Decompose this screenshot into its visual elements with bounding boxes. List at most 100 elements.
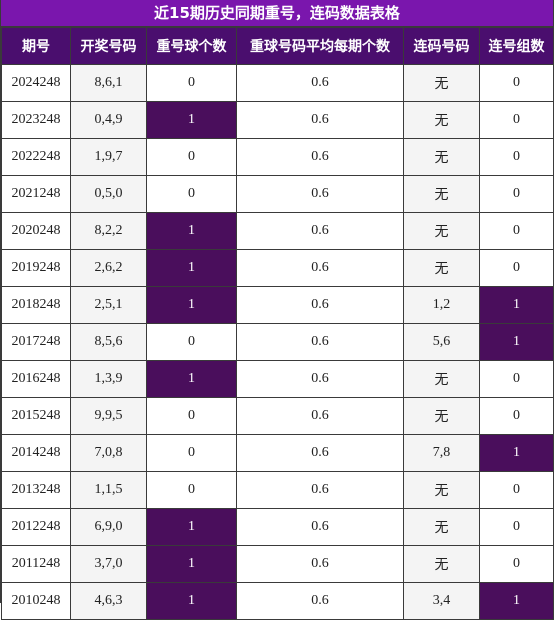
avg-repeat-cell: 0.6 xyxy=(236,286,404,324)
numbers-cell: 8,5,6 xyxy=(70,323,147,361)
period-cell: 2022248 xyxy=(1,138,71,176)
consecutive-groups-cell: 0 xyxy=(479,175,554,213)
consecutive-groups-cell: 0 xyxy=(479,64,554,102)
consecutive-groups-cell: 1 xyxy=(479,323,554,361)
avg-repeat-cell: 0.6 xyxy=(236,138,404,176)
table-row: 2021248 0,5,0 0 0.6 无 0 xyxy=(1,175,554,213)
repeat-count-cell: 1 xyxy=(146,212,237,250)
consecutive-cell: 无 xyxy=(403,101,480,139)
table-row: 2012248 6,9,0 1 0.6 无 0 xyxy=(1,508,554,546)
period-cell: 2020248 xyxy=(1,212,71,250)
table-row: 2022248 1,9,7 0 0.6 无 0 xyxy=(1,138,554,176)
repeat-count-cell: 0 xyxy=(146,397,237,435)
numbers-cell: 7,0,8 xyxy=(70,434,147,472)
avg-repeat-cell: 0.6 xyxy=(236,249,404,287)
period-cell: 2013248 xyxy=(1,471,71,509)
table-title: 近15期历史同期重号，连码数据表格 xyxy=(1,0,553,27)
consecutive-groups-cell: 0 xyxy=(479,101,554,139)
header-avg-repeat: 重球号码平均每期个数 xyxy=(236,27,404,65)
avg-repeat-cell: 0.6 xyxy=(236,175,404,213)
consecutive-cell: 无 xyxy=(403,545,480,583)
consecutive-cell: 无 xyxy=(403,138,480,176)
table-row: 2020248 8,2,2 1 0.6 无 0 xyxy=(1,212,554,250)
consecutive-cell: 无 xyxy=(403,249,480,287)
numbers-cell: 0,4,9 xyxy=(70,101,147,139)
period-cell: 2024248 xyxy=(1,64,71,102)
numbers-cell: 1,3,9 xyxy=(70,360,147,398)
table-row: 2018248 2,5,1 1 0.6 1,2 1 xyxy=(1,286,554,324)
numbers-cell: 4,6,3 xyxy=(70,582,147,620)
period-cell: 2017248 xyxy=(1,323,71,361)
period-cell: 2019248 xyxy=(1,249,71,287)
avg-repeat-cell: 0.6 xyxy=(236,545,404,583)
period-cell: 2023248 xyxy=(1,101,71,139)
consecutive-cell: 5,6 xyxy=(403,323,480,361)
table-body: 2024248 8,6,1 0 0.6 无 0 2023248 0,4,9 1 0.6 无 0 2022… xyxy=(1,64,554,620)
numbers-cell: 8,2,2 xyxy=(70,212,147,250)
consecutive-groups-cell: 0 xyxy=(479,545,554,583)
numbers-cell: 1,1,5 xyxy=(70,471,147,509)
numbers-cell: 9,9,5 xyxy=(70,397,147,435)
period-cell: 2016248 xyxy=(1,360,71,398)
repeat-count-cell: 0 xyxy=(146,175,237,213)
consecutive-cell: 无 xyxy=(403,175,480,213)
avg-repeat-cell: 0.6 xyxy=(236,101,404,139)
consecutive-cell: 无 xyxy=(403,64,480,102)
period-cell: 2011248 xyxy=(1,545,71,583)
numbers-cell: 0,5,0 xyxy=(70,175,147,213)
consecutive-groups-cell: 1 xyxy=(479,286,554,324)
period-cell: 2012248 xyxy=(1,508,71,546)
avg-repeat-cell: 0.6 xyxy=(236,434,404,472)
table-row: 2016248 1,3,9 1 0.6 无 0 xyxy=(1,360,554,398)
table-row: 2011248 3,7,0 1 0.6 无 0 xyxy=(1,545,554,583)
header-row: 期号 开奖号码 重号球个数 重球号码平均每期个数 连码号码 连号组数 xyxy=(1,27,554,65)
consecutive-groups-cell: 0 xyxy=(479,508,554,546)
table-row: 2013248 1,1,5 0 0.6 无 0 xyxy=(1,471,554,509)
numbers-cell: 2,5,1 xyxy=(70,286,147,324)
table-row: 2024248 8,6,1 0 0.6 无 0 xyxy=(1,64,554,102)
header-repeat-count: 重号球个数 xyxy=(146,27,237,65)
repeat-count-cell: 1 xyxy=(146,286,237,324)
table-row: 2014248 7,0,8 0 0.6 7,8 1 xyxy=(1,434,554,472)
stats-table: 期号 开奖号码 重号球个数 重球号码平均每期个数 连码号码 连号组数 20242… xyxy=(1,27,554,620)
period-cell: 2010248 xyxy=(1,582,71,620)
period-cell: 2018248 xyxy=(1,286,71,324)
avg-repeat-cell: 0.6 xyxy=(236,471,404,509)
avg-repeat-cell: 0.6 xyxy=(236,508,404,546)
repeat-count-cell: 1 xyxy=(146,508,237,546)
table-row: 2017248 8,5,6 0 0.6 5,6 1 xyxy=(1,323,554,361)
avg-repeat-cell: 0.6 xyxy=(236,212,404,250)
table-row: 2010248 4,6,3 1 0.6 3,4 1 xyxy=(1,582,554,620)
repeat-count-cell: 1 xyxy=(146,360,237,398)
consecutive-cell: 无 xyxy=(403,212,480,250)
table-row: 2019248 2,6,2 1 0.6 无 0 xyxy=(1,249,554,287)
consecutive-groups-cell: 1 xyxy=(479,582,554,620)
avg-repeat-cell: 0.6 xyxy=(236,582,404,620)
consecutive-groups-cell: 0 xyxy=(479,360,554,398)
header-consecutive: 连码号码 xyxy=(403,27,480,65)
period-cell: 2015248 xyxy=(1,397,71,435)
consecutive-groups-cell: 0 xyxy=(479,397,554,435)
consecutive-groups-cell: 0 xyxy=(479,249,554,287)
numbers-cell: 1,9,7 xyxy=(70,138,147,176)
repeat-count-cell: 1 xyxy=(146,249,237,287)
numbers-cell: 3,7,0 xyxy=(70,545,147,583)
repeat-count-cell: 0 xyxy=(146,64,237,102)
consecutive-cell: 1,2 xyxy=(403,286,480,324)
avg-repeat-cell: 0.6 xyxy=(236,323,404,361)
table-row: 2023248 0,4,9 1 0.6 无 0 xyxy=(1,101,554,139)
table-row: 2015248 9,9,5 0 0.6 无 0 xyxy=(1,397,554,435)
consecutive-cell: 无 xyxy=(403,397,480,435)
repeat-count-cell: 1 xyxy=(146,582,237,620)
repeat-count-cell: 0 xyxy=(146,323,237,361)
consecutive-cell: 无 xyxy=(403,508,480,546)
period-cell: 2021248 xyxy=(1,175,71,213)
consecutive-groups-cell: 1 xyxy=(479,434,554,472)
consecutive-groups-cell: 0 xyxy=(479,138,554,176)
consecutive-cell: 7,8 xyxy=(403,434,480,472)
header-consecutive-groups: 连号组数 xyxy=(479,27,554,65)
consecutive-groups-cell: 0 xyxy=(479,471,554,509)
avg-repeat-cell: 0.6 xyxy=(236,397,404,435)
numbers-cell: 6,9,0 xyxy=(70,508,147,546)
